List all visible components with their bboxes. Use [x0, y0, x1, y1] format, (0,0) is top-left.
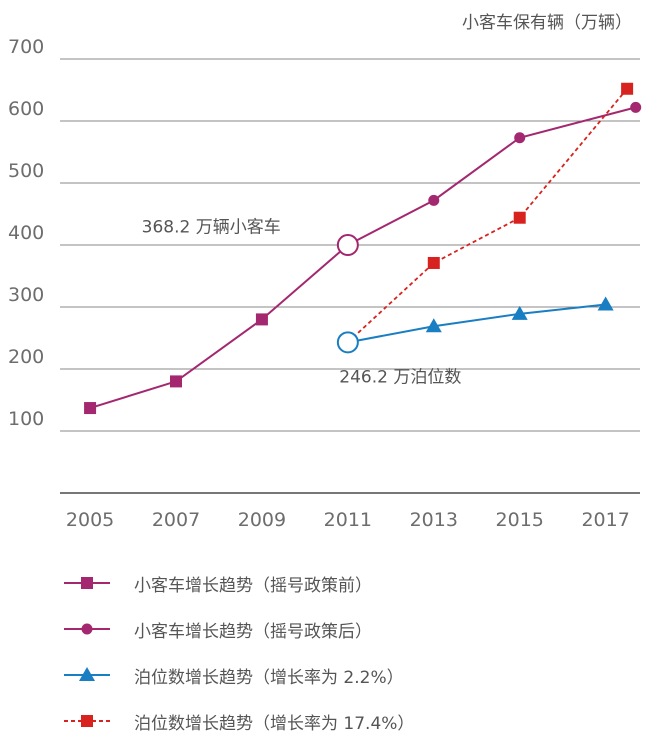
legend-label: 泊位数增长趋势（增长率为 2.2%） [134, 667, 404, 688]
legend-label: 小客车增长趋势（摇号政策后） [134, 621, 372, 642]
x-tick-label: 2017 [581, 509, 629, 531]
series-0 [84, 239, 354, 415]
legend-label: 泊位数增长趋势（增长率为 17.4%） [134, 713, 415, 734]
legend-marker [81, 623, 93, 635]
series-line [347, 106, 636, 246]
data-point [630, 101, 642, 113]
x-tick-label: 2013 [410, 509, 458, 531]
series-3 [347, 82, 634, 344]
legend-marker [81, 715, 93, 727]
data-point [597, 296, 614, 311]
x-axis-ticks: 2005 2007 2009 2011 2013 2015 2017 [66, 509, 630, 531]
legend-swatch-2 [64, 667, 110, 681]
grid-lines [60, 58, 640, 494]
annotation-label: 368.2 万辆小客车 [142, 218, 281, 238]
y-tick-label: 500 [8, 160, 44, 182]
x-tick-label: 2007 [152, 509, 200, 531]
y-axis-ticks: 100 200 300 400 500 600 700 [8, 36, 44, 430]
legend-item: 泊位数增长趋势（增长率为 17.4%） [62, 698, 622, 744]
y-tick-label: 100 [8, 408, 44, 430]
data-point [428, 194, 440, 206]
series-2 [339, 296, 614, 349]
series-group [84, 82, 642, 415]
legend-swatch-0 [64, 577, 110, 589]
x-tick-label: 2015 [496, 509, 544, 531]
data-point [514, 132, 526, 144]
annotations: 368.2 万辆小客车 246.2 万泊位数 [142, 218, 462, 388]
x-tick-label: 2011 [324, 509, 372, 531]
data-point [513, 211, 526, 224]
y-tick-label: 200 [8, 346, 44, 368]
y-tick-label: 600 [8, 98, 44, 120]
y-unit-label: 小客车保有辆（万辆） [462, 13, 632, 33]
data-point [427, 256, 440, 269]
data-point [425, 318, 442, 333]
annotation-label: 246.2 万泊位数 [339, 368, 461, 388]
legend-item: 泊位数增长趋势（增长率为 2.2%） [62, 652, 622, 698]
series-line [347, 88, 628, 344]
data-point [84, 402, 97, 415]
y-tick-label: 400 [8, 222, 44, 244]
y-tick-label: 700 [8, 36, 44, 58]
highlight-ring [336, 234, 359, 256]
legend-marker [81, 577, 93, 589]
highlight-ring [336, 331, 359, 354]
series-line [347, 303, 606, 344]
legend-item: 小客车增长趋势（摇号政策后） [62, 606, 622, 652]
data-point [170, 375, 182, 388]
legend-marker [79, 667, 95, 681]
x-tick-label: 2009 [238, 509, 286, 531]
legend: 小客车增长趋势（摇号政策前） 小客车增长趋势（摇号政策后） 泊位数增长趋势（增长… [62, 560, 622, 744]
data-point [255, 313, 268, 326]
data-point [621, 82, 634, 95]
data-point [511, 305, 528, 320]
legend-swatch-1 [64, 623, 110, 635]
legend-item: 小客车增长趋势（摇号政策前） [62, 560, 622, 606]
legend-label: 小客车增长趋势（摇号政策前） [134, 575, 372, 596]
series-line [89, 244, 349, 410]
series-1 [347, 101, 642, 246]
legend-swatch-3 [64, 715, 110, 727]
x-tick-label: 2005 [66, 509, 114, 531]
y-tick-label: 300 [8, 284, 44, 306]
